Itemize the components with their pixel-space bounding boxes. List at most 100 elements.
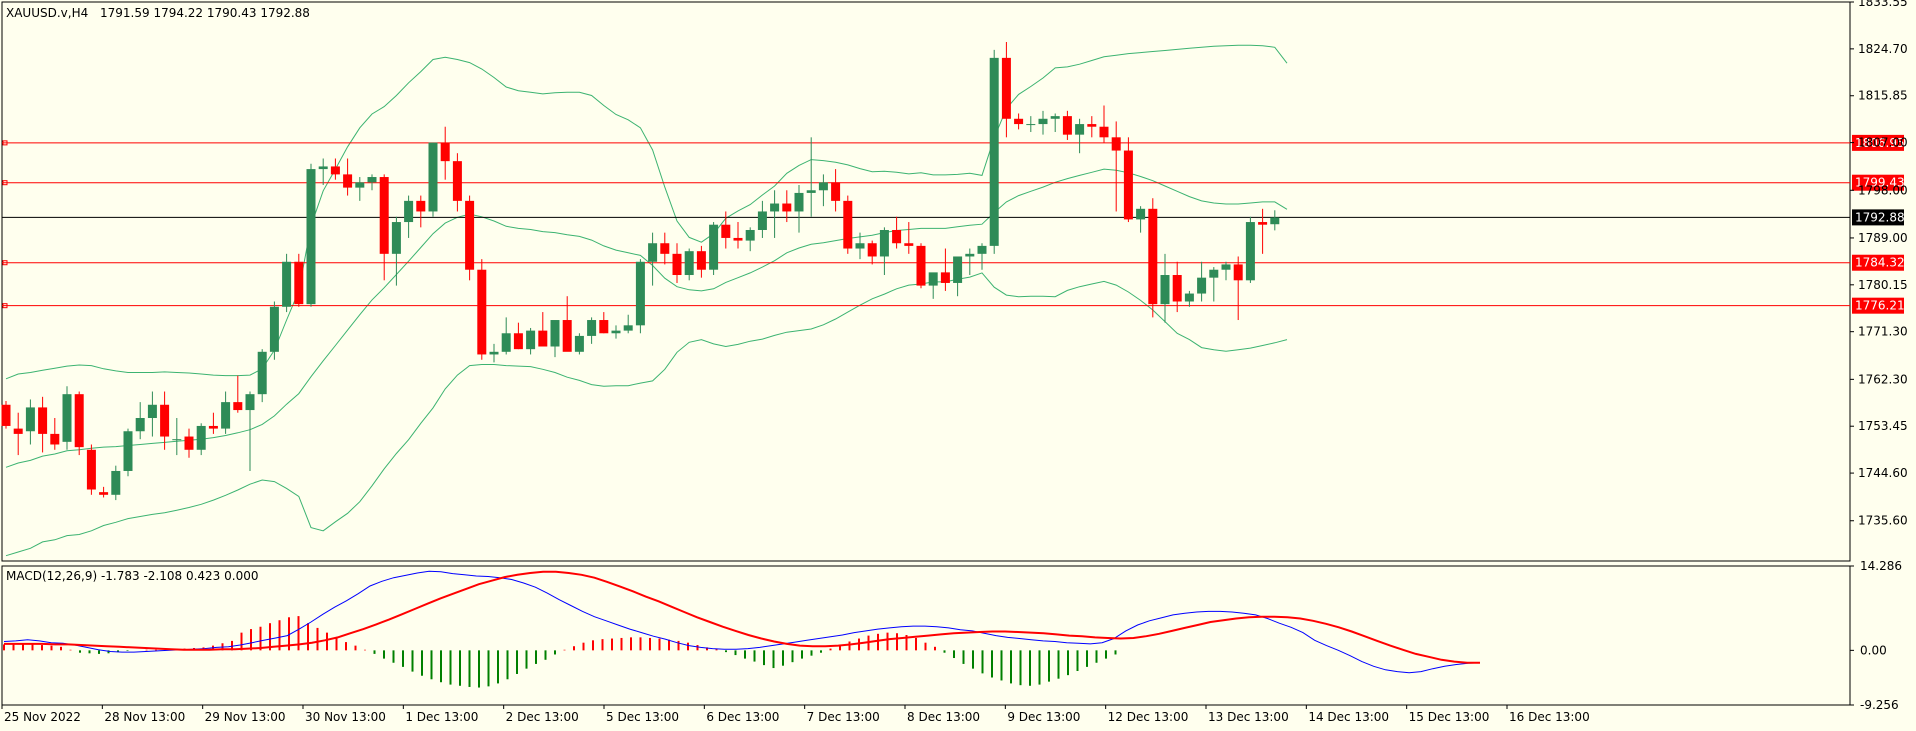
candle-body <box>940 272 950 283</box>
candle <box>111 465 121 501</box>
candle-body <box>1062 116 1072 135</box>
candle <box>172 418 182 456</box>
candle-body <box>977 245 987 254</box>
time-tick-label: 9 Dec 13:00 <box>1007 710 1080 724</box>
candle <box>757 200 767 238</box>
candle-body <box>965 253 975 257</box>
candle-body <box>489 351 499 355</box>
candle <box>977 243 987 270</box>
candle-body <box>404 200 414 223</box>
candle <box>50 418 60 450</box>
candle <box>721 211 731 249</box>
current-price-tag <box>1852 209 1904 226</box>
level-price-tag <box>1852 297 1904 314</box>
candle-body <box>1258 222 1268 225</box>
candle <box>147 391 157 437</box>
candle <box>696 245 706 278</box>
candle <box>892 216 902 249</box>
candle-body <box>1136 208 1146 220</box>
candle <box>1221 261 1231 281</box>
candle <box>62 386 72 450</box>
candle-body <box>855 243 865 249</box>
time-tick-label: 15 Dec 13:00 <box>1409 710 1490 724</box>
candle <box>416 195 426 228</box>
candle-body <box>501 333 511 352</box>
time-tick-label: 12 Dec 13:00 <box>1108 710 1189 724</box>
candle-body <box>416 200 426 212</box>
candle-body <box>623 325 633 331</box>
candle <box>940 248 950 291</box>
candle <box>1050 113 1060 133</box>
candle-body <box>245 394 255 411</box>
time-tick-label: 14 Dec 13:00 <box>1308 710 1389 724</box>
price-axis: 1833.55 1824.70 1815.85 1807.00 1798.00 1789.… <box>1850 0 1908 528</box>
candle <box>160 391 170 450</box>
candle-body <box>684 251 694 276</box>
level-handle[interactable] <box>2 303 8 309</box>
candle-body <box>306 169 316 305</box>
price-tick-label: 1771.30 <box>1858 325 1908 339</box>
candle-body <box>574 335 584 352</box>
current-price-label: 1792.88 <box>1855 210 1905 224</box>
candle <box>843 195 853 254</box>
candle-body <box>1184 293 1194 302</box>
candle-body <box>86 449 96 490</box>
candle-body <box>733 237 743 241</box>
bollinger-bands <box>5 44 1288 557</box>
level-handle[interactable] <box>2 140 8 146</box>
candle-body <box>294 261 304 305</box>
candle-body <box>1197 277 1207 294</box>
candle <box>465 195 475 281</box>
level-price-tag <box>1852 254 1904 271</box>
candle-body <box>1270 217 1280 225</box>
price-tick-label: 1833.55 <box>1858 0 1908 9</box>
candle <box>635 259 645 334</box>
candle-body <box>818 182 828 191</box>
candle <box>1001 41 1011 138</box>
time-tick-label: 30 Nov 13:00 <box>305 710 386 724</box>
candle <box>391 216 401 286</box>
candle-body <box>1014 118 1024 125</box>
macd-tick-label: 14.286 <box>1860 559 1902 573</box>
price-tick-label: 1762.30 <box>1858 372 1908 386</box>
candle-body <box>709 224 719 270</box>
level-handle[interactable] <box>2 180 8 186</box>
candle <box>855 232 865 260</box>
candle <box>513 322 523 350</box>
candle <box>355 177 365 201</box>
level-handle[interactable] <box>2 260 8 266</box>
price-tick-label: 1815.85 <box>1858 89 1908 103</box>
candle-body <box>355 182 365 188</box>
candle <box>1197 261 1207 302</box>
candle-body <box>1245 222 1255 281</box>
candle <box>74 391 84 456</box>
candle-body <box>562 320 572 352</box>
candle <box>806 137 816 217</box>
candle <box>1160 253 1170 323</box>
candle <box>1014 113 1024 130</box>
candle-body <box>465 200 475 270</box>
time-tick-label: 1 Dec 13:00 <box>405 710 478 724</box>
candle <box>538 312 548 347</box>
candle <box>1209 267 1219 302</box>
candle-body <box>745 229 755 241</box>
price-tick-label: 1798.00 <box>1858 183 1908 197</box>
candle-body <box>672 253 682 276</box>
candle-body <box>428 142 438 212</box>
price-tick-label: 1780.15 <box>1858 278 1908 292</box>
candle-body <box>99 492 109 495</box>
candle-body <box>660 243 670 254</box>
candle <box>282 253 292 313</box>
candle-body <box>123 431 133 471</box>
candle <box>135 402 145 440</box>
candle-body <box>233 402 243 411</box>
candle-body <box>172 439 182 441</box>
candle <box>1 401 11 429</box>
candle <box>233 375 243 413</box>
candle-body <box>696 251 706 270</box>
candle <box>1148 198 1158 318</box>
level-price-label: 1776.21 <box>1855 299 1905 313</box>
candle <box>672 243 682 283</box>
